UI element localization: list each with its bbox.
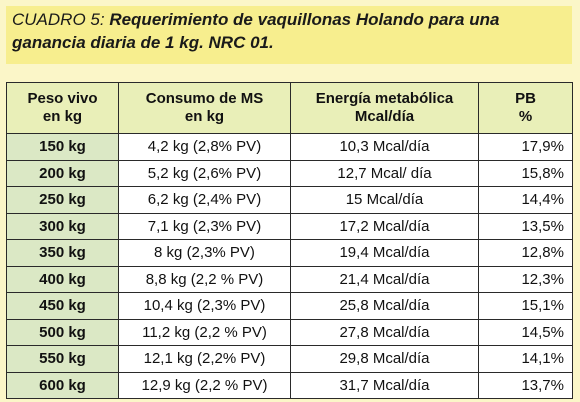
table-cell: 12,8% (478, 239, 573, 267)
table-cell: 31,7 Mcal/día (290, 371, 479, 399)
table-cell: 17,2 Mcal/día (290, 212, 479, 240)
table-cell: 13,5% (478, 212, 573, 240)
table-cell: 300 kg (6, 212, 119, 240)
table-cell: 150 kg (6, 133, 119, 161)
table-cell: 8 kg (2,3% PV) (118, 239, 291, 267)
table-cell: 25,8 Mcal/día (290, 292, 479, 320)
table-row: 200 kg 5,2 kg (2,6% PV) 12,7 Mcal/ día 15,8… (6, 159, 573, 187)
table-cell: 12,3% (478, 265, 573, 293)
header-row: Peso vivo en kg Consumo de MS en kg Energí… (6, 82, 573, 134)
header-cell: Energía metabólica Mcal/día (290, 82, 479, 134)
table-row: 350 kg 8 kg (2,3% PV) 19,4 Mcal/día 12,8% (6, 239, 573, 267)
table-cell: 600 kg (6, 371, 119, 399)
title-text: Requerimiento de vaquillonas Holando par… (12, 10, 500, 52)
table-row: 250 kg 6,2 kg (2,4% PV) 15 Mcal/día 14,4% (6, 186, 573, 214)
table-cell: 11,2 kg (2,2 % PV) (118, 318, 291, 346)
table-row: 600 kg 12,9 kg (2,2 % PV) 31,7 Mcal/día 13,… (6, 371, 573, 399)
table-cell: 10,3 Mcal/día (290, 133, 479, 161)
table-cell: 500 kg (6, 318, 119, 346)
table-cell: 27,8 Mcal/día (290, 318, 479, 346)
table-cell: 450 kg (6, 292, 119, 320)
title-label: CUADRO 5: (12, 10, 105, 29)
header-cell: Consumo de MS en kg (118, 82, 291, 134)
table-cell: 29,8 Mcal/día (290, 345, 479, 373)
table-cell: 19,4 Mcal/día (290, 239, 479, 267)
table-cell: 5,2 kg (2,6% PV) (118, 159, 291, 187)
table-cell: 6,2 kg (2,4% PV) (118, 186, 291, 214)
table: Peso vivo en kg Consumo de MS en kg Energí… (6, 82, 573, 399)
table-cell: 15 Mcal/día (290, 186, 479, 214)
table-cell: 13,7% (478, 371, 573, 399)
table-cell: 400 kg (6, 265, 119, 293)
table-cell: 350 kg (6, 239, 119, 267)
table-cell: 8,8 kg (2,2 % PV) (118, 265, 291, 293)
table-cell: 7,1 kg (2,3% PV) (118, 212, 291, 240)
table-cell: 200 kg (6, 159, 119, 187)
table-cell: 10,4 kg (2,3% PV) (118, 292, 291, 320)
table-row: 500 kg 11,2 kg (2,2 % PV) 27,8 Mcal/día 14,… (6, 318, 573, 346)
table-cell: 21,4 Mcal/día (290, 265, 479, 293)
table-row: 400 kg 8,8 kg (2,2 % PV) 21,4 Mcal/día 12,3… (6, 265, 573, 293)
table-cell: 15,8% (478, 159, 573, 187)
table-row: 300 kg 7,1 kg (2,3% PV) 17,2 Mcal/día 13,5% (6, 212, 573, 240)
table-body: 150 kg 4,2 kg (2,8% PV) 10,3 Mcal/día 17,9%… (6, 133, 573, 399)
table-cell: 14,4% (478, 186, 573, 214)
table-cell: 12,9 kg (2,2 % PV) (118, 371, 291, 399)
table-cell: 14,5% (478, 318, 573, 346)
table-cell: 12,1 kg (2,2% PV) (118, 345, 291, 373)
table-cell: 4,2 kg (2,8% PV) (118, 133, 291, 161)
table-cell: 14,1% (478, 345, 573, 373)
table-row: 450 kg 10,4 kg (2,3% PV) 25,8 Mcal/día 15,1… (6, 292, 573, 320)
title-box: CUADRO 5: Requerimiento de vaquillonas H… (6, 6, 572, 64)
table-row: 150 kg 4,2 kg (2,8% PV) 10,3 Mcal/día 17,9% (6, 133, 573, 161)
header-cell: Peso vivo en kg (6, 82, 119, 134)
table-cell: 550 kg (6, 345, 119, 373)
table-row: 550 kg 12,1 kg (2,2% PV) 29,8 Mcal/día 14,1… (6, 345, 573, 373)
header-cell: PB % (478, 82, 573, 134)
table-cell: 12,7 Mcal/ día (290, 159, 479, 187)
table-cell: 250 kg (6, 186, 119, 214)
table-cell: 15,1% (478, 292, 573, 320)
table-cell: 17,9% (478, 133, 573, 161)
